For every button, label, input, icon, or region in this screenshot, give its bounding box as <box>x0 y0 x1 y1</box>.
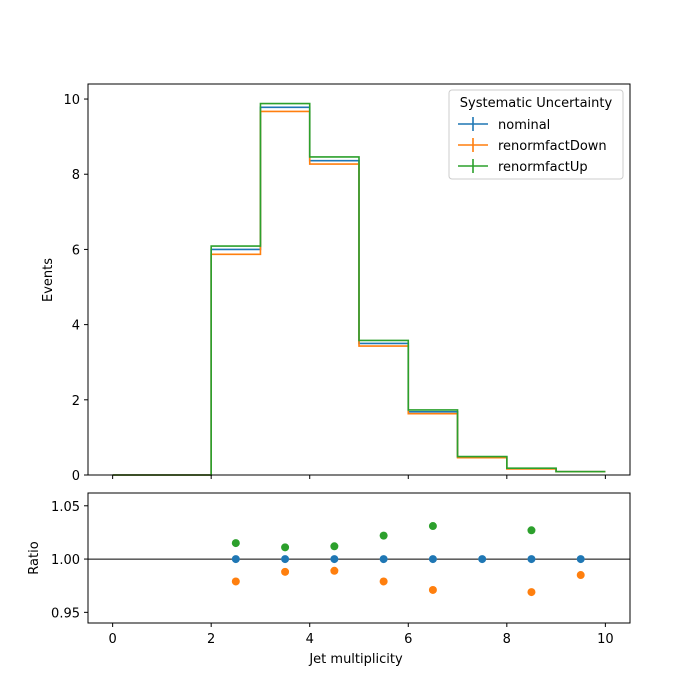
ratio-point-renormfactUp <box>330 542 339 551</box>
ratio-x-tick-label: 2 <box>207 632 215 647</box>
legend-box <box>448 89 624 180</box>
main-y-tick-label: 0 <box>72 469 80 484</box>
ratio-point-renormfactUp <box>379 531 388 540</box>
legend-label-renormfactUp: renormfactUp <box>498 160 588 175</box>
ratio-point-renormfactDown <box>527 588 536 597</box>
ratio-point-nominal <box>478 555 487 564</box>
ratio-point-renormfactUp <box>281 543 290 552</box>
ratio-point-nominal <box>527 555 536 564</box>
ratio-point-nominal <box>428 555 437 564</box>
ratio-plot-area <box>88 493 630 623</box>
legend-label-renormfactDown: renormfactDown <box>498 139 607 154</box>
main-x-ticks <box>112 475 606 479</box>
ratio-x-tick-label: 0 <box>108 632 116 647</box>
main-y-tick-label: 10 <box>63 93 80 108</box>
ratio-y-tick-label: 1.00 <box>51 553 80 568</box>
ratio-panel: 0 2 4 6 8 10 0.95 1.00 1.05 Ratio Jet multiplic… <box>27 492 631 667</box>
main-y-axis-label: Events <box>41 258 56 302</box>
ratio-point-nominal <box>379 555 388 564</box>
ratio-point-nominal <box>281 555 290 564</box>
ratio-x-tick-label: 6 <box>404 632 412 647</box>
ratio-point-renormfactUp <box>231 539 240 548</box>
main-y-ticks: 0 2 4 6 8 10 <box>63 93 88 484</box>
legend: Systematic Uncertainty nominal renormfact… <box>448 89 624 180</box>
ratio-x-ticks: 0 2 4 6 8 10 <box>108 623 614 647</box>
ratio-x-axis-label: Jet multiplicity <box>308 652 403 667</box>
main-series-group <box>112 102 606 476</box>
main-y-tick-label: 6 <box>72 243 80 258</box>
main-axes-frame <box>87 83 631 476</box>
ratio-point-nominal <box>576 555 585 564</box>
ratio-point-renormfactDown <box>231 577 240 586</box>
ratio-point-renormfactDown <box>576 571 585 580</box>
ratio-point-renormfactUp <box>428 522 437 531</box>
ratio-series-group <box>231 522 585 597</box>
ratio-point-renormfactDown <box>428 585 437 594</box>
main-y-tick-label: 4 <box>72 319 80 334</box>
ratio-axes-frame <box>87 492 631 624</box>
ratio-point-renormfactDown <box>281 567 290 576</box>
ratio-point-renormfactUp <box>527 526 536 535</box>
ratio-x-tick-label: 8 <box>503 632 511 647</box>
main-panel: 0 2 4 6 8 10 Events Systematic Uncertainty no… <box>41 83 631 484</box>
ratio-y-tick-label: 1.05 <box>51 500 80 515</box>
legend-title: Systematic Uncertainty <box>460 96 613 111</box>
histogram-series-renormfactUp <box>112 102 606 476</box>
ratio-y-axis-label: Ratio <box>27 541 42 574</box>
main-y-tick-label: 2 <box>72 394 80 409</box>
legend-label-nominal: nominal <box>498 118 550 133</box>
ratio-point-nominal <box>231 555 240 564</box>
ratio-point-renormfactDown <box>330 566 339 575</box>
ratio-point-renormfactDown <box>379 577 388 586</box>
ratio-y-ticks: 0.95 1.00 1.05 <box>51 500 88 621</box>
ratio-y-tick-label: 0.95 <box>51 606 80 621</box>
main-y-tick-label: 8 <box>72 168 80 183</box>
legend-entries: nominal renormfactDown renormfactUp <box>458 117 607 175</box>
ratio-x-tick-label: 4 <box>306 632 314 647</box>
ratio-point-nominal <box>330 555 339 564</box>
ratio-x-tick-label: 10 <box>597 632 614 647</box>
